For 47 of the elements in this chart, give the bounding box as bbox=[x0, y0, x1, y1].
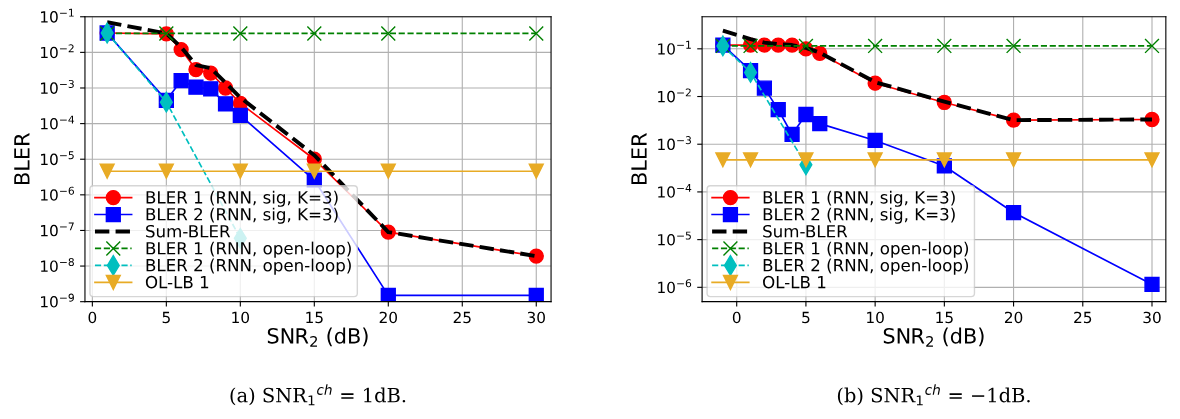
legend-label: BLER 2 (RNN, open-loop) bbox=[146, 258, 351, 275]
text: (b) SNR$_{1}$$^{ch}$ = −1dB. bbox=[837, 384, 1030, 406]
legend-label: BLER 1 (RNN, sig, K=3) bbox=[763, 190, 955, 207]
legend-label: BLER 2 (RNN, sig, K=3) bbox=[146, 207, 338, 224]
y-tick-label: 10$^{−4}$ bbox=[658, 183, 692, 198]
x-tick-label: 0 bbox=[732, 311, 741, 324]
x-tick-label: 10 bbox=[232, 311, 250, 324]
x-tick-label: 5 bbox=[162, 311, 170, 324]
y-tick-label: 10$^{−9}$ bbox=[41, 293, 74, 308]
y-tick-label: 10$^{−2}$ bbox=[658, 88, 691, 103]
y-tick-label: 10$^{−2}$ bbox=[41, 44, 74, 59]
y-tick-label: 10$^{−4}$ bbox=[41, 115, 75, 130]
x-tick-label: 5 bbox=[802, 311, 810, 324]
y-tick-label: 10$^{−3}$ bbox=[41, 79, 74, 94]
legend-label: Sum-BLER bbox=[146, 224, 231, 238]
text: (a) SNR$_{1}$$^{ch}$ = 1dB. bbox=[230, 384, 406, 406]
x-axis-title: SNR$_{2}$ (dB) bbox=[267, 327, 368, 347]
x-tick-label: 20 bbox=[1004, 311, 1023, 324]
x-tick-label: 15 bbox=[936, 311, 953, 324]
x-tick-label: 30 bbox=[1143, 311, 1161, 324]
legend-label: BLER 2 (RNN, open-loop) bbox=[763, 258, 969, 275]
y-tick-label: 10$^{−5}$ bbox=[41, 151, 74, 166]
y-tick-label: 10$^{−3}$ bbox=[658, 136, 691, 151]
x-tick-label: 25 bbox=[1074, 311, 1092, 324]
y-tick-label: 10$^{−1}$ bbox=[41, 8, 74, 23]
legend-label: BLER 1 (RNN, open-loop) bbox=[146, 241, 351, 258]
y-axis-title: BLER bbox=[631, 133, 647, 184]
y-axis-title: BLER bbox=[14, 133, 30, 184]
legend-label: BLER 1 (RNN, sig, K=3) bbox=[146, 190, 338, 207]
y-tick-label: 10$^{−6}$ bbox=[41, 186, 75, 201]
legend-label: OL-LB 1 bbox=[763, 275, 826, 289]
x-tick-label: 0 bbox=[88, 311, 97, 324]
x-tick-label: 25 bbox=[453, 311, 471, 324]
y-tick-label: 10$^{−7}$ bbox=[41, 222, 74, 237]
y-tick-label: 10$^{−1}$ bbox=[658, 40, 691, 55]
x-tick-label: 15 bbox=[306, 311, 323, 324]
legend-label: OL-LB 1 bbox=[145, 275, 209, 289]
x-tick-label: 10 bbox=[867, 311, 884, 324]
x-axis-title: SNR$_{2}$ (dB) bbox=[883, 327, 984, 347]
y-tick-label: 10$^{−5}$ bbox=[658, 231, 691, 246]
legend-label: Sum-BLER bbox=[763, 224, 848, 238]
y-tick-label: 10$^{−6}$ bbox=[658, 279, 692, 294]
y-tick-label: 10$^{−8}$ bbox=[41, 257, 74, 272]
x-tick-label: 30 bbox=[527, 311, 545, 324]
legend-label: BLER 1 (RNN, open-loop) bbox=[763, 241, 969, 258]
x-tick-label: 20 bbox=[379, 311, 397, 324]
legend-label: BLER 2 (RNN, sig, K=3) bbox=[763, 207, 955, 224]
